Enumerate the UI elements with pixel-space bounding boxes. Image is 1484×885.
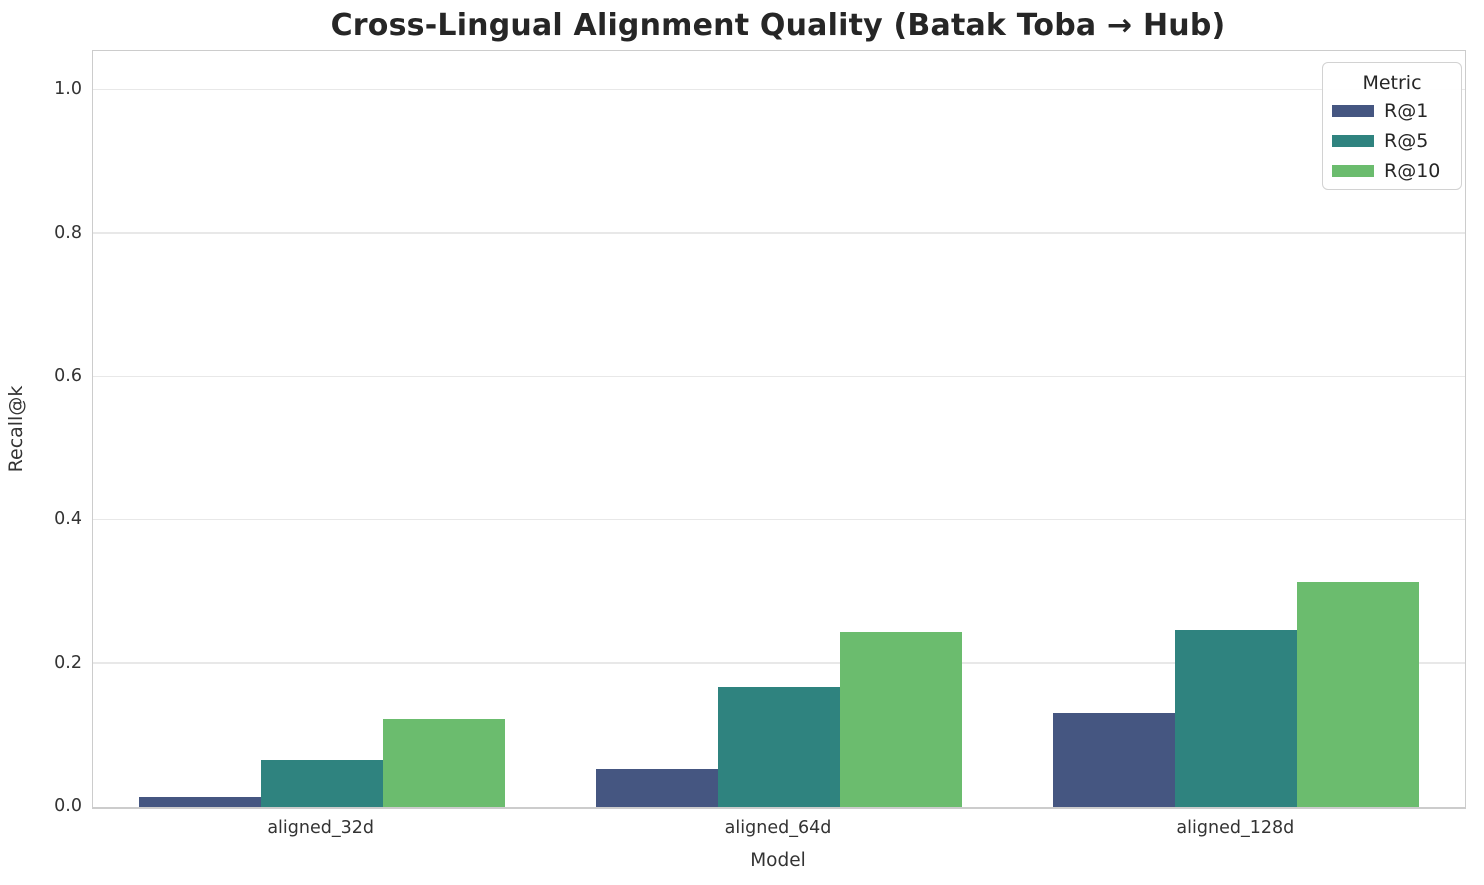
legend-label: R@5 <box>1384 130 1429 152</box>
bar-aligned_32d-r1 <box>138 796 261 807</box>
bar-aligned_128d-r1 <box>1053 713 1176 807</box>
plot-area <box>92 50 1466 809</box>
x-axis-label: Model <box>750 850 806 871</box>
bar-aligned_128d-r10 <box>1297 582 1420 807</box>
gridline-0.8 <box>93 232 1465 234</box>
bar-aligned_64d-r5 <box>718 686 840 807</box>
y-axis-label: Recall@k <box>5 385 27 473</box>
y-tick-label-0.0: 0.0 <box>54 796 82 816</box>
gridline-0.6 <box>93 375 1465 378</box>
legend-label: R@10 <box>1384 160 1441 182</box>
legend-swatch-icon <box>1332 164 1374 178</box>
x-tick-label-aligned_64d: aligned_64d <box>724 818 832 838</box>
bar-aligned_32d-r10 <box>382 718 505 807</box>
gridline-0.4 <box>93 518 1465 521</box>
y-tick-label-0.4: 0.4 <box>54 509 82 530</box>
legend: Metric R@1 R@5 R@10 <box>1322 62 1462 190</box>
bar-aligned_128d-r5 <box>1175 630 1298 807</box>
legend-items: R@1 R@5 R@10 <box>1323 96 1461 186</box>
legend-swatch-icon <box>1332 104 1374 118</box>
y-tick-label-0.6: 0.6 <box>54 366 82 387</box>
bar-aligned_64d-r1 <box>596 769 718 807</box>
y-tick-label-0.8: 0.8 <box>54 222 82 243</box>
chart-title: Cross-Lingual Alignment Quality (Batak T… <box>330 8 1226 43</box>
x-tick-label-aligned_32d: aligned_32d <box>267 818 374 838</box>
bar-aligned_32d-r5 <box>260 759 383 807</box>
legend-title: Metric <box>1362 72 1422 94</box>
legend-item-r5: R@5 <box>1323 126 1461 156</box>
gridline-1 <box>93 89 1465 91</box>
x-tick-label-aligned_128d: aligned_128d <box>1176 818 1295 838</box>
y-tick-label-1.0: 1.0 <box>54 79 82 100</box>
y-tick-label-0.2: 0.2 <box>54 652 82 673</box>
legend-label: R@1 <box>1384 100 1429 122</box>
legend-swatch-icon <box>1332 134 1374 148</box>
legend-item-r1: R@1 <box>1323 96 1461 126</box>
legend-item-r10: R@10 <box>1323 156 1461 186</box>
bar-aligned_64d-r10 <box>840 632 962 807</box>
gridline-0.2 <box>93 662 1465 664</box>
